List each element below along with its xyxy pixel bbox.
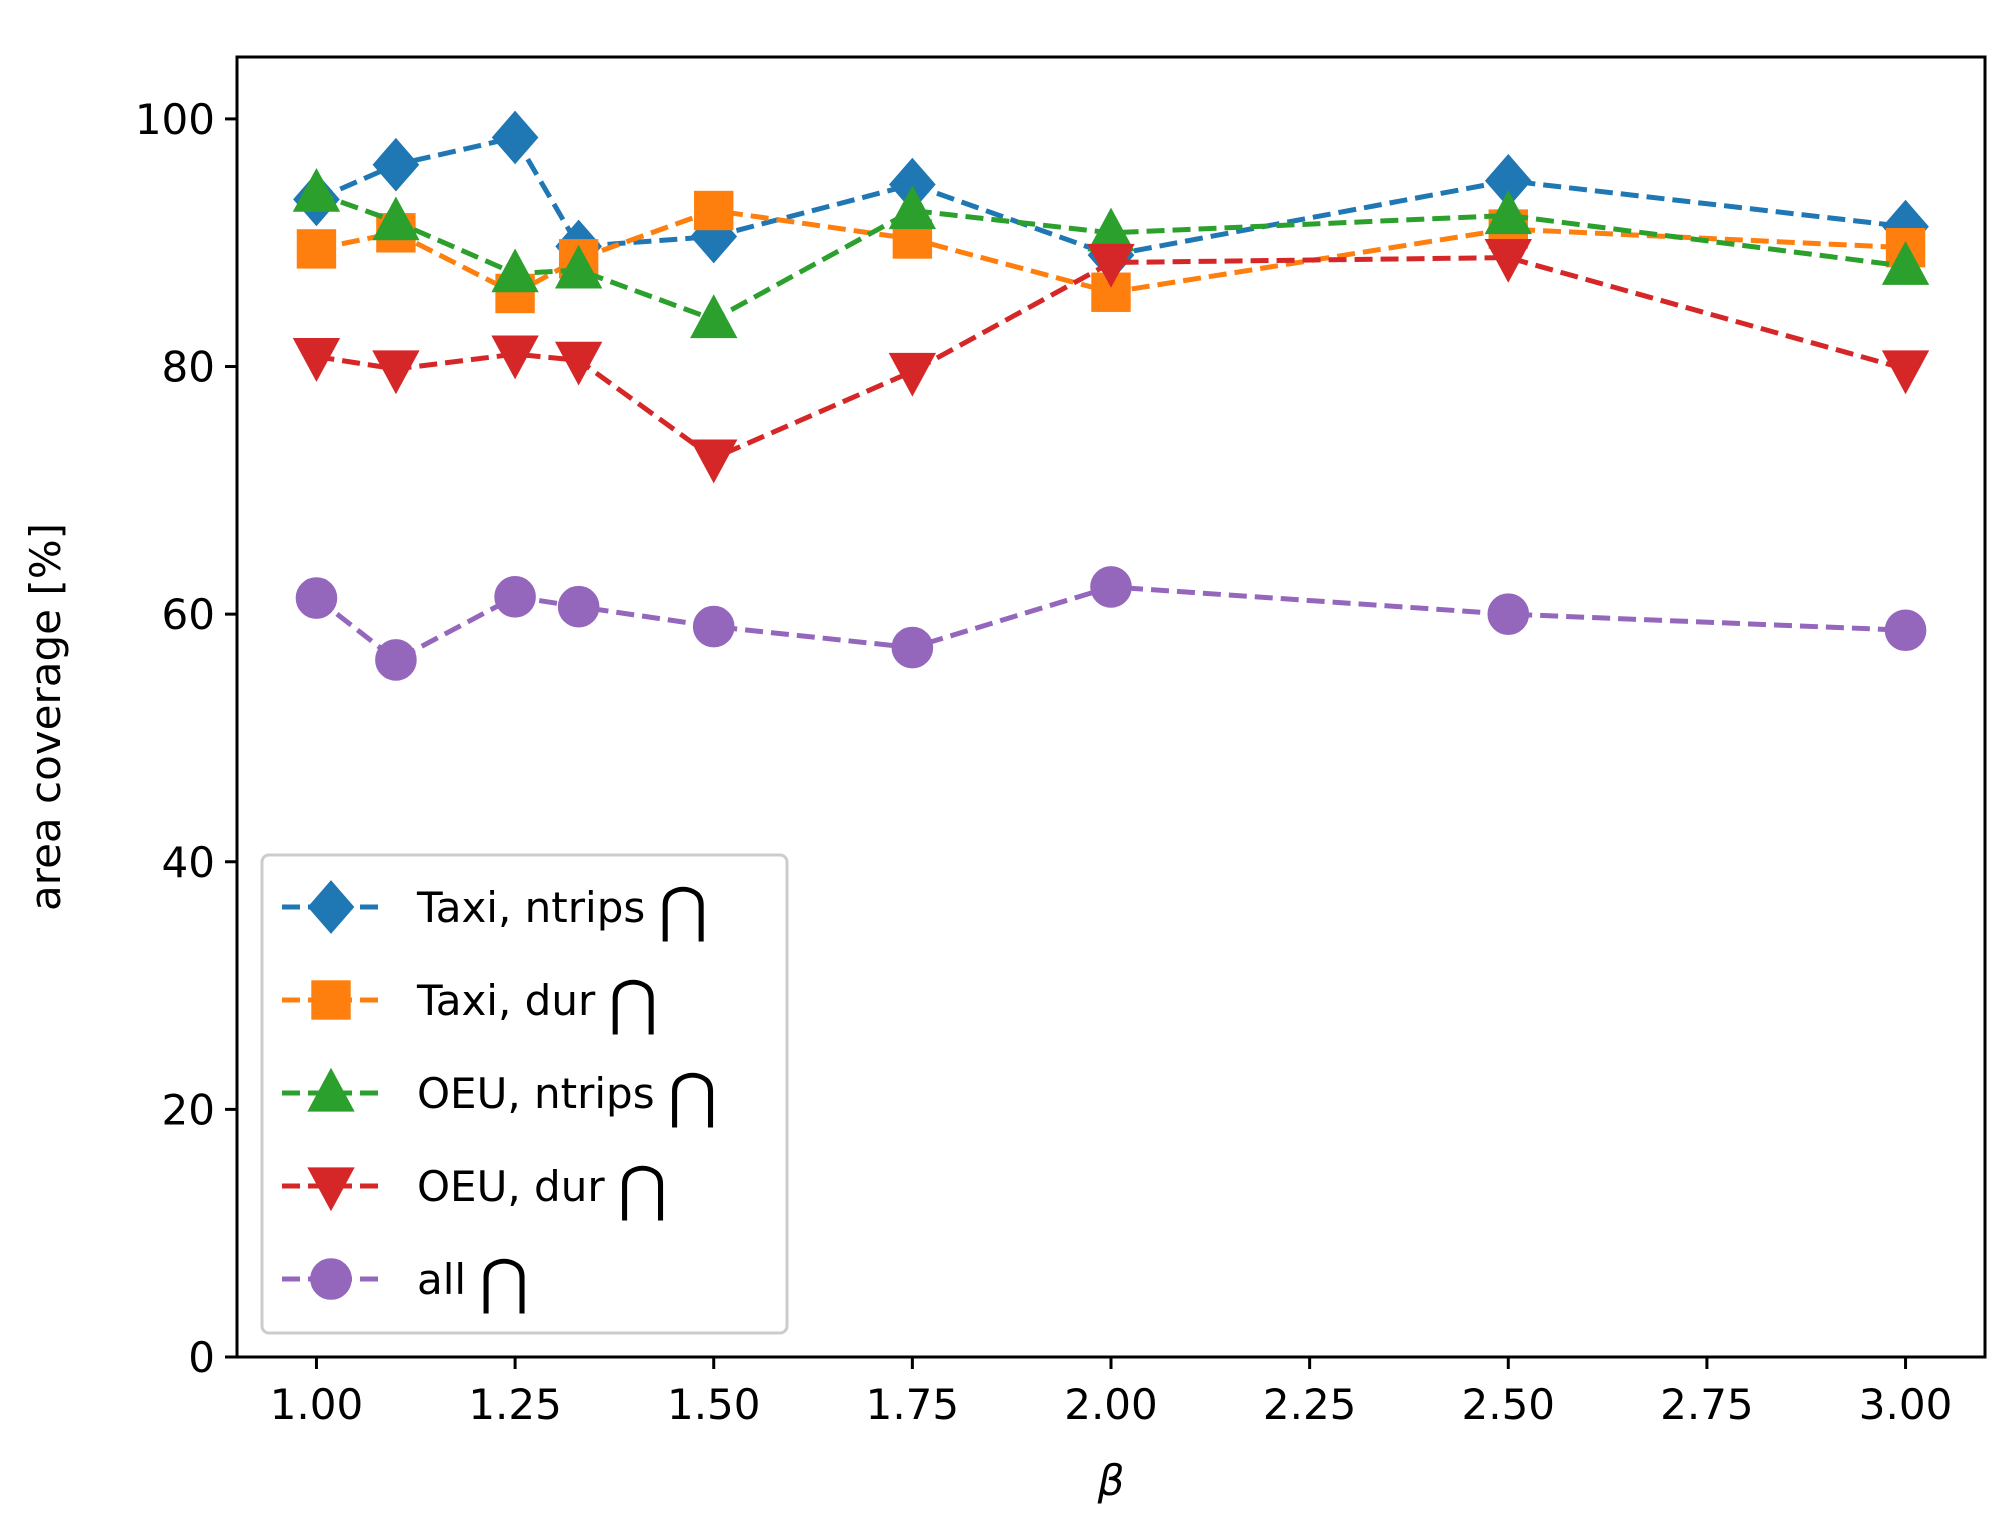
data-point — [690, 439, 738, 484]
legend-label-symbol: ⋂ — [609, 968, 658, 1038]
data-point — [375, 639, 417, 681]
x-tick-label: 3.00 — [1859, 1380, 1953, 1429]
x-tick-label: 2.25 — [1263, 1380, 1357, 1429]
series-oeu-dur — [292, 238, 1930, 484]
series-layer — [292, 110, 1930, 681]
x-tick-label: 1.25 — [468, 1380, 562, 1429]
legend-frame — [260, 853, 789, 1335]
data-point — [888, 352, 937, 397]
legend-item: Taxi, ntrips ⋂ — [282, 875, 708, 945]
x-axis-ticks: 1.00 1.25 1.50 1.75 2.00 2.25 2.50 2.75 3.00 — [270, 1357, 1953, 1429]
legend-label: OEU, dur ⋂ — [417, 1154, 667, 1224]
data-point — [694, 190, 734, 231]
legend: Taxi, ntrips ⋂Taxi, dur ⋂OEU, ntrips ⋂OE… — [260, 853, 789, 1335]
legend-label-symbol: ⋂ — [659, 875, 708, 945]
legend-label-symbol: ⋂ — [668, 1061, 717, 1131]
data-point — [1881, 241, 1930, 285]
legend-marker — [307, 1067, 355, 1112]
legend-label-symbol: ⋂ — [479, 1247, 528, 1317]
x-tick-label: 2.75 — [1660, 1380, 1754, 1429]
data-point — [554, 341, 603, 386]
x-tick-label: 2.50 — [1462, 1380, 1556, 1429]
data-point — [690, 294, 738, 339]
legend-marker — [311, 980, 351, 1020]
data-point — [372, 350, 420, 395]
legend-item: Taxi, dur ⋂ — [282, 968, 658, 1038]
series-all — [295, 566, 1927, 681]
series-taxi-dur — [296, 190, 1926, 314]
y-axis-ticks: 0 20 40 60 80 100 — [135, 95, 237, 1382]
legend-label-name: OEU, dur — [417, 1162, 618, 1211]
data-point — [1484, 190, 1532, 235]
series-oeu-ntrips — [292, 167, 1930, 339]
y-tick-label: 60 — [162, 590, 215, 639]
legend-item: all ⋂ — [282, 1247, 529, 1317]
legend-label: all ⋂ — [417, 1247, 529, 1317]
data-point — [692, 605, 735, 648]
legend-label: Taxi, ntrips ⋂ — [416, 875, 708, 945]
legend-label-name: Taxi, ntrips — [416, 883, 659, 932]
legend-label-name: all — [417, 1255, 479, 1304]
data-point — [1087, 243, 1135, 288]
y-axis-label: area coverage [%] — [21, 523, 70, 911]
y-tick-label: 80 — [162, 343, 215, 392]
legend-label-name: OEU, ntrips — [417, 1069, 668, 1118]
data-point — [1090, 566, 1132, 608]
data-point — [292, 167, 341, 212]
legend-marker — [307, 880, 355, 934]
data-point — [1484, 238, 1532, 283]
legend-label: OEU, ntrips ⋂ — [417, 1061, 717, 1131]
legend-label-symbol: ⋂ — [618, 1154, 667, 1224]
legend-item: OEU, dur ⋂ — [282, 1154, 667, 1224]
data-point — [491, 248, 539, 293]
data-point — [491, 110, 539, 165]
y-tick-label: 0 — [188, 1333, 215, 1382]
data-point — [891, 626, 934, 669]
y-tick-label: 20 — [162, 1085, 215, 1134]
data-point — [1881, 350, 1930, 395]
x-tick-label: 1.00 — [270, 1380, 364, 1429]
series-line — [314, 584, 1906, 663]
data-point — [1487, 593, 1530, 635]
legend-label: Taxi, dur ⋂ — [416, 968, 658, 1038]
y-tick-label: 100 — [135, 95, 215, 144]
y-tick-label: 40 — [162, 838, 215, 887]
x-tick-label: 1.75 — [866, 1380, 960, 1429]
x-axis-label: β — [1097, 1456, 1125, 1505]
legend-item: OEU, ntrips ⋂ — [282, 1061, 717, 1131]
data-point — [372, 196, 420, 241]
data-point — [1884, 609, 1927, 652]
data-point — [557, 585, 600, 628]
legend-label-name: Taxi, dur — [416, 976, 609, 1025]
legend-marker — [307, 1167, 355, 1212]
legend-marker — [310, 1258, 352, 1300]
data-point — [296, 229, 337, 269]
data-point — [295, 577, 338, 619]
data-point — [292, 338, 341, 382]
data-point — [494, 576, 536, 618]
data-point — [888, 185, 937, 230]
x-tick-label: 2.00 — [1064, 1380, 1158, 1429]
data-point — [491, 335, 539, 380]
x-tick-label: 1.50 — [667, 1380, 761, 1429]
data-point — [554, 244, 603, 289]
data-point — [372, 137, 420, 192]
plot-frame — [235, 55, 1987, 1359]
